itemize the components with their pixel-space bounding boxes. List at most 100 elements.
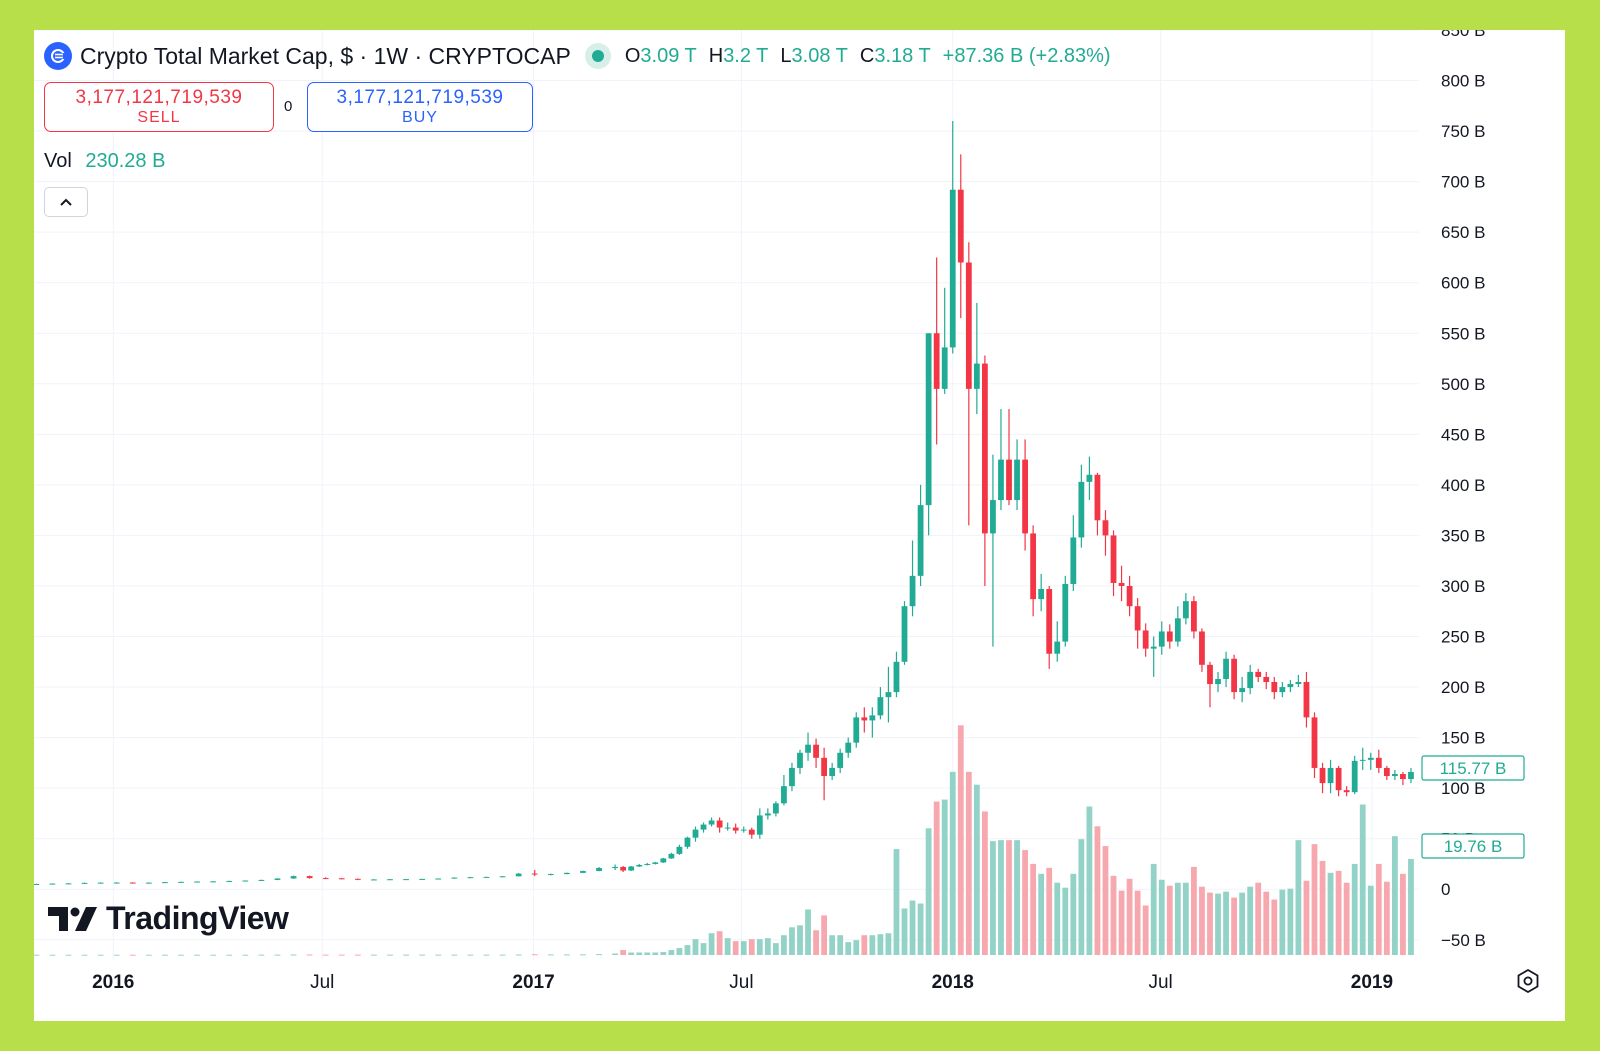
candle-body [499, 876, 506, 878]
candle [451, 877, 458, 879]
sell-price: 3,177,121,719,539 [75, 87, 243, 108]
candle [877, 687, 884, 720]
y-tick-label: 400 B [1441, 476, 1485, 495]
candle [1295, 674, 1302, 688]
candle [515, 873, 522, 877]
volume-bar [210, 954, 217, 956]
candle-body [467, 877, 474, 879]
volume-bar [1383, 881, 1390, 955]
candle-body [1038, 589, 1045, 600]
candle-body [1158, 631, 1165, 647]
volume-bar [129, 954, 136, 956]
time-axis[interactable]: 2016 Jul 2017 Jul 2018 Jul 2019 [92, 972, 1393, 993]
volume-bar [419, 954, 426, 956]
volume-bar [1271, 899, 1278, 955]
candle [547, 873, 554, 876]
candle-body [403, 879, 409, 881]
candle [596, 867, 602, 872]
candle [1367, 752, 1374, 770]
x-tick-label: 2019 [1351, 972, 1393, 993]
candle [1263, 671, 1270, 690]
candle [1150, 636, 1157, 677]
last-price-badge: 115.77 B [1421, 755, 1525, 781]
volume-bar [813, 930, 819, 955]
candle [1215, 671, 1221, 693]
candle-body [483, 876, 490, 878]
candle [1207, 661, 1213, 708]
candle-body [933, 333, 940, 389]
x-tick-label: 2018 [932, 972, 974, 993]
candle [845, 737, 852, 758]
candle [1231, 654, 1237, 700]
candle-body [644, 863, 651, 865]
candle-body [515, 873, 522, 877]
volume-bar [483, 954, 490, 956]
candle [740, 826, 747, 833]
candle [419, 878, 426, 880]
volume-bar [692, 939, 699, 955]
volume-bar [821, 915, 828, 955]
candle [210, 881, 217, 883]
candle-body [258, 879, 265, 881]
chart-settings-icon[interactable] [1515, 968, 1541, 994]
candle [435, 878, 442, 880]
candle-body [1311, 717, 1318, 768]
tradingview-wordmark: TradingView [106, 900, 289, 936]
candle-body [1367, 757, 1374, 760]
volume-bar [1343, 882, 1350, 955]
y-tick-label: 0 [1441, 880, 1450, 899]
candle-body [813, 744, 819, 758]
x-tick-label: 2016 [92, 972, 134, 993]
collapse-legend-button[interactable] [44, 187, 88, 217]
candle [620, 865, 627, 873]
y-tick-label: 650 B [1441, 223, 1485, 242]
sell-button[interactable]: 3,177,121,719,539 SELL [44, 82, 274, 132]
volume-bar [917, 903, 924, 955]
candle-body [732, 827, 739, 831]
tradingview-logo[interactable]: TradingView [48, 900, 289, 937]
candle-body [1182, 601, 1189, 619]
candle [1255, 668, 1262, 683]
candle-body [1327, 767, 1334, 784]
volume-bar [1126, 878, 1133, 955]
chart-header: Crypto Total Market Cap, $ · 1W · CRYPTO… [44, 42, 1111, 70]
y-tick-label: 450 B [1441, 425, 1485, 444]
volume-bar [853, 940, 860, 955]
candle-body [129, 882, 136, 884]
volume-bar [1174, 882, 1181, 955]
volume-bar [829, 935, 836, 955]
volume-bar [354, 954, 361, 956]
candle-body [290, 876, 297, 879]
candle-body [1303, 682, 1310, 718]
volume-bar [660, 952, 667, 955]
volume-bar [435, 954, 442, 956]
volume-bar [258, 954, 265, 956]
candle [973, 302, 980, 415]
volume-bar [242, 954, 249, 956]
volume-bar [1207, 892, 1213, 955]
candlestick-chart[interactable]: 850 B 800 B 750 B 700 B 650 B 600 B 550 B 500 B… [34, 30, 1565, 1021]
candle-body [781, 786, 787, 804]
buy-button[interactable]: 3,177,121,719,539 BUY [307, 82, 533, 132]
y-tick-label: 200 B [1441, 678, 1485, 697]
candle-body [853, 717, 860, 743]
candle [387, 878, 393, 881]
candle [965, 242, 972, 526]
volume-legend: Vol 230.28 B [44, 150, 165, 173]
symbol-title[interactable]: Crypto Total Market Cap, $ · 1W · CRYPTO… [80, 42, 571, 69]
price-axis[interactable]: 850 B 800 B 750 B 700 B 650 B 600 B 550 B 500 B… [1441, 30, 1486, 950]
candle [113, 882, 120, 884]
volume-bar [1287, 888, 1294, 955]
candle [1110, 530, 1117, 597]
candle [1038, 573, 1045, 612]
volume-bar [1046, 867, 1053, 955]
candle [1408, 767, 1414, 784]
candle [338, 877, 345, 880]
candle-body [1223, 658, 1229, 679]
candle-body [1174, 618, 1181, 642]
volume-bars [34, 725, 1414, 956]
candle [901, 601, 908, 665]
candle-body [1319, 767, 1326, 784]
candle [861, 707, 868, 733]
market-status-icon [584, 43, 611, 69]
